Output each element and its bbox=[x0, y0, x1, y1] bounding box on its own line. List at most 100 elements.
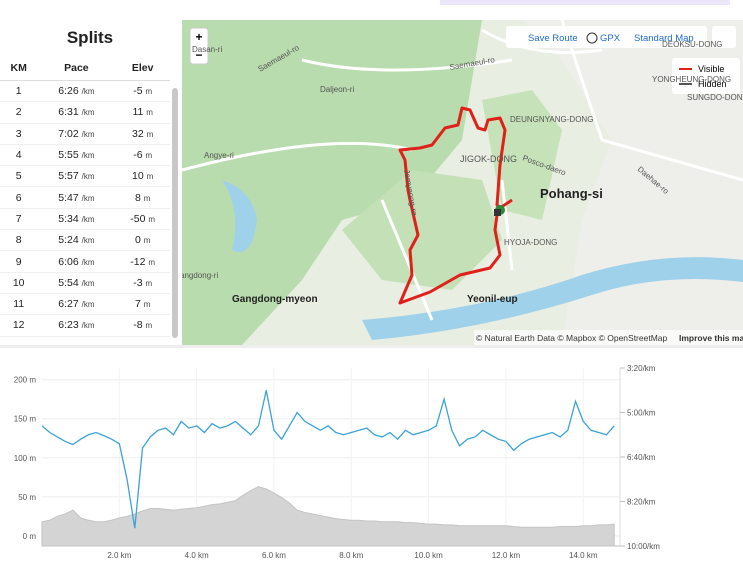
split-elev: -12 m bbox=[115, 250, 170, 273]
map-style[interactable]: Standard Map bbox=[634, 33, 694, 44]
fullscreen[interactable] bbox=[712, 26, 736, 48]
place-label: SUNGDO-DONG bbox=[687, 93, 743, 102]
split-pace: 6:27 /km bbox=[37, 293, 116, 316]
elev-value: -12 bbox=[130, 255, 146, 268]
pace-unit: /km bbox=[81, 300, 95, 310]
pace-unit: /km bbox=[81, 172, 95, 182]
split-pace: 7:02 /km bbox=[37, 123, 116, 145]
split-pace: 6:26 /km bbox=[37, 80, 116, 103]
splits-panel: Splits KM Pace Elev 1 6:26 /km -5 m 2 6:31 /km 1… bbox=[0, 20, 180, 345]
split-km: 3 bbox=[0, 123, 38, 145]
split-km: 1 bbox=[0, 80, 38, 103]
split-row: 9 6:06 /km -12 m bbox=[0, 250, 170, 273]
x-tick-label: 12.0 km bbox=[492, 551, 521, 560]
split-row: 11 6:27 /km 7 m bbox=[0, 293, 170, 316]
x-tick-label: 8.0 km bbox=[339, 551, 363, 560]
split-row: 1 6:26 /km -5 m bbox=[0, 80, 170, 103]
elev-unit: m bbox=[145, 151, 153, 161]
split-pace: 5:57 /km bbox=[37, 165, 116, 188]
place-label: Pohang-si bbox=[540, 186, 603, 201]
gpx-button[interactable]: GPX bbox=[600, 33, 621, 44]
split-km: 2 bbox=[0, 101, 38, 124]
split-pace: 5:47 /km bbox=[37, 186, 116, 209]
elev-value: 32 bbox=[132, 127, 144, 140]
splits-table: KM Pace Elev 1 6:26 /km -5 m 2 6:31 /km 11 m 3 7:0… bbox=[0, 56, 170, 337]
elev-unit: m bbox=[146, 108, 153, 118]
gpx-icon bbox=[586, 32, 598, 44]
pace-unit: /km bbox=[81, 236, 95, 246]
pace-value: 5:54 bbox=[58, 276, 79, 289]
y-tick-label: 100 m bbox=[14, 454, 37, 463]
split-pace: 5:54 /km bbox=[37, 272, 116, 294]
elev-value: -6 bbox=[133, 149, 143, 162]
pace-unit: /km bbox=[81, 108, 95, 118]
split-elev: 8 m bbox=[115, 186, 170, 209]
elevation-area bbox=[41, 486, 615, 547]
finish-marker bbox=[494, 209, 501, 216]
route bbox=[398, 106, 513, 305]
split-km: 9 bbox=[0, 250, 38, 273]
x-tick-label: 4.0 km bbox=[185, 551, 209, 560]
y-tick-label: 200 m bbox=[14, 376, 37, 385]
place-label: YONGHEUNG-DONG bbox=[652, 75, 731, 84]
elev-value: -50 bbox=[130, 212, 146, 225]
elev-unit: m bbox=[145, 278, 153, 288]
divider[interactable] bbox=[0, 345, 743, 348]
split-km: 8 bbox=[0, 229, 38, 252]
elev-value: 11 bbox=[132, 106, 144, 119]
elev-unit: m bbox=[143, 236, 151, 246]
elev-value: 0 bbox=[134, 234, 141, 247]
split-pace: 5:34 /km bbox=[37, 208, 116, 231]
header-row: KM Pace Elev bbox=[0, 56, 170, 81]
column-header: KM bbox=[0, 56, 38, 81]
elev-value: -5 bbox=[133, 85, 143, 98]
elev-unit: m bbox=[143, 193, 151, 203]
pace-value: 5:24 bbox=[58, 234, 79, 247]
pace-value: 6:23 bbox=[58, 319, 79, 332]
x-tick-label: 10.0 km bbox=[414, 551, 443, 560]
split-pace: 6:31 /km bbox=[37, 101, 116, 124]
y-tick-label: 0 m bbox=[23, 532, 37, 541]
split-elev: 0 m bbox=[115, 229, 170, 252]
x-tick-label: 6.0 km bbox=[262, 551, 286, 560]
elev-value: 8 bbox=[134, 191, 141, 204]
split-km: 4 bbox=[0, 144, 38, 167]
place-label: angdong-ri bbox=[182, 271, 218, 280]
y2-tick-label: 10:00/km bbox=[627, 542, 660, 551]
zoom-out[interactable]: − bbox=[195, 48, 202, 62]
zoom-in[interactable]: + bbox=[195, 30, 202, 44]
style-select bbox=[627, 26, 707, 48]
split-km: 12 bbox=[0, 314, 38, 337]
split-elev: 7 m bbox=[115, 293, 170, 316]
split-row: 12 6:23 /km -8 m bbox=[0, 314, 170, 337]
split-row: 7 5:34 /km -50 m bbox=[0, 208, 170, 231]
legend-label: Hidden bbox=[698, 79, 727, 89]
place-label: Yeonil-eup bbox=[467, 294, 518, 305]
y-tick-label: 150 m bbox=[14, 415, 37, 424]
roads bbox=[182, 20, 743, 321]
scrollbar[interactable] bbox=[172, 88, 178, 338]
save-route[interactable]: Save Route bbox=[528, 33, 578, 44]
split-row: 10 5:54 /km -3 m bbox=[0, 272, 170, 294]
river bbox=[362, 257, 743, 340]
split-elev: 10 m bbox=[115, 165, 170, 188]
forest bbox=[182, 20, 482, 345]
split-row: 2 6:31 /km 11 m bbox=[0, 101, 170, 124]
map[interactable]: + − Save Route GPX Standard Map Visible … bbox=[182, 20, 743, 345]
elev-unit: m bbox=[145, 321, 153, 331]
place-label: Gangdong-myeon bbox=[232, 294, 318, 305]
y-tick-label: 50 m bbox=[18, 493, 36, 502]
pace-value: 5:57 bbox=[58, 170, 79, 183]
improve-link[interactable]: Improve this map bbox=[679, 333, 743, 343]
toolbar bbox=[506, 26, 646, 48]
pace-value: 5:47 bbox=[58, 191, 79, 204]
pace-value: 6:31 bbox=[58, 106, 79, 119]
elev-unit: m bbox=[143, 300, 151, 310]
y2-tick-label: 5:00/km bbox=[627, 409, 656, 418]
split-pace: 5:24 /km bbox=[37, 229, 116, 252]
pace-unit: /km bbox=[81, 257, 95, 267]
split-pace: 6:06 /km bbox=[37, 250, 116, 273]
elev-unit: m bbox=[146, 129, 154, 139]
elev-value: -8 bbox=[133, 319, 143, 332]
